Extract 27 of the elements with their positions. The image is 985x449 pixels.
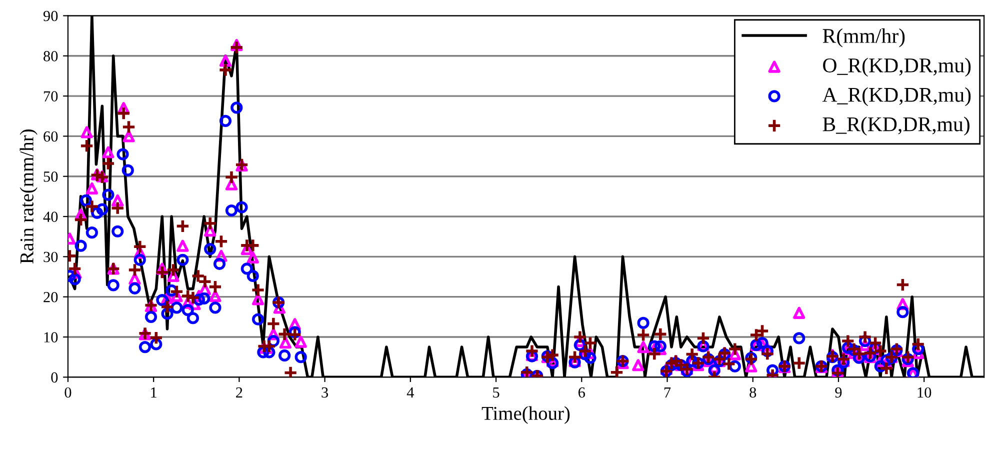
legend-label: A_R(KD,DR,mu) xyxy=(822,87,971,106)
y-tick-label: 70 xyxy=(44,91,58,102)
legend-label: R(mm/hr) xyxy=(822,28,905,48)
x-tick-label: 8 xyxy=(750,387,756,398)
x-tick-label: 9 xyxy=(835,387,842,398)
y-tick-label: 20 xyxy=(44,292,58,302)
y-tick-label: 50 xyxy=(44,172,58,182)
legend-label: O_R(KD,DR,mu) xyxy=(823,58,971,77)
x-tick-label: 0 xyxy=(64,387,72,398)
y-tick-label: 30 xyxy=(44,252,58,262)
x-tick-label: 5 xyxy=(493,387,500,398)
x-tick-label: 7 xyxy=(664,387,671,398)
y-axis-title: Rain rate(mm/hr) xyxy=(20,130,38,264)
y-tick-label: 80 xyxy=(44,51,58,62)
x-axis-title: Time(hour) xyxy=(482,406,570,424)
y-tick-label: 90 xyxy=(43,10,58,22)
y-tick-label: 60 xyxy=(44,131,58,142)
x-tick-label: 6 xyxy=(578,387,585,398)
y-tick-label: 40 xyxy=(43,212,58,222)
y-tick-label: 0 xyxy=(51,372,58,383)
x-tick-label: 4 xyxy=(406,387,414,398)
x-tick-label: 3 xyxy=(322,387,328,398)
x-tick-label: 2 xyxy=(236,387,242,398)
y-tick-label: 10 xyxy=(44,332,58,342)
x-tick-label: 1 xyxy=(151,387,156,398)
x-tick-label: 10 xyxy=(918,387,932,398)
legend-label: B_R(KD,DR,mu) xyxy=(822,116,970,136)
